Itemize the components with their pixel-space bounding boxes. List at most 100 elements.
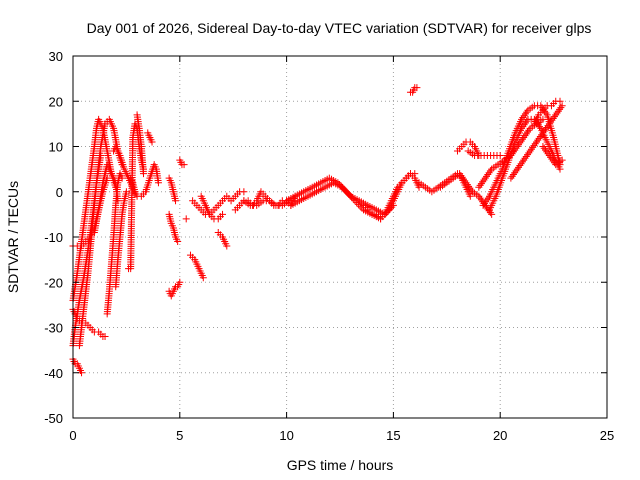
data-point (529, 143, 537, 151)
data-point (513, 165, 521, 173)
data-point (545, 120, 553, 128)
data-point (543, 123, 551, 131)
x-axis-label: GPS time / hours (287, 457, 394, 473)
data-point (524, 151, 532, 159)
data-point (538, 131, 546, 139)
data-point (462, 179, 470, 187)
axis-ticks: 0 5 10 15 20 25 -50 -40 -30 -20 -10 0 10 20 30 (44, 49, 614, 443)
data-point (176, 278, 184, 286)
data-point (482, 198, 490, 206)
series-track-ad (381, 170, 423, 218)
data-point (459, 175, 467, 183)
series-track-r (165, 278, 184, 300)
y-tick-label: -20 (44, 275, 63, 290)
data-point (461, 177, 469, 185)
data-point (550, 113, 558, 121)
data-point (154, 179, 162, 187)
data-point (508, 172, 516, 180)
data-point (507, 174, 515, 182)
data-point (118, 174, 126, 182)
data-point (240, 188, 248, 196)
data-point (518, 115, 526, 123)
data-point (223, 242, 231, 250)
series-track-i (90, 161, 120, 236)
data-point (199, 274, 207, 282)
series-track-n (137, 161, 162, 200)
data-point (512, 167, 520, 175)
data-point (552, 111, 560, 119)
y-tick-label: 0 (56, 185, 63, 200)
data-marks (69, 84, 566, 377)
data-point (556, 97, 564, 105)
data-point (182, 215, 190, 223)
data-point (537, 102, 545, 110)
data-point (525, 149, 533, 157)
y-tick-label: 30 (49, 49, 63, 64)
data-point (483, 196, 491, 204)
series-track-ae (406, 84, 421, 96)
data-point (521, 154, 529, 162)
data-point (526, 147, 534, 155)
data-point (547, 118, 555, 126)
data-point (219, 210, 227, 218)
data-point (558, 156, 566, 164)
series-track-s (176, 156, 188, 169)
data-point (553, 109, 561, 117)
data-point (524, 128, 532, 136)
data-point (557, 104, 565, 112)
series-track-t (182, 215, 190, 223)
data-point (520, 156, 528, 164)
series-track-h (112, 188, 130, 291)
data-point (548, 116, 556, 124)
data-point (525, 126, 533, 134)
data-point (536, 133, 544, 141)
data-point (520, 133, 528, 141)
data-point (523, 117, 531, 125)
data-point (523, 108, 531, 116)
data-point (97, 152, 105, 160)
series-track-w (197, 192, 227, 223)
data-point (521, 110, 529, 118)
data-point (539, 143, 547, 150)
data-point (545, 152, 553, 160)
data-point (531, 140, 539, 148)
series-track-ab (287, 179, 397, 218)
data-point (485, 169, 493, 177)
data-point (539, 129, 547, 137)
series-track-o (144, 129, 156, 146)
y-tick-label: -50 (44, 411, 63, 426)
x-tick-label: 5 (176, 428, 183, 443)
x-tick-label: 20 (493, 428, 507, 443)
data-point (518, 135, 526, 143)
data-point (540, 144, 548, 152)
data-point (530, 142, 538, 150)
data-point (540, 127, 548, 135)
data-point (479, 201, 487, 209)
series-track-v (189, 188, 248, 218)
data-point (342, 187, 350, 195)
data-point (536, 123, 544, 131)
data-point (556, 165, 564, 173)
data-point (517, 137, 525, 145)
data-point (338, 183, 346, 191)
series-track-d (69, 355, 86, 377)
data-point (343, 189, 351, 197)
data-point (458, 173, 466, 181)
data-point (480, 176, 488, 184)
data-point (519, 114, 527, 122)
data-point (467, 186, 475, 194)
data-point (465, 182, 473, 190)
data-point (456, 170, 464, 178)
data-point (522, 130, 530, 138)
series-track-ao (539, 143, 566, 169)
data-point (481, 174, 489, 182)
series-track-l (127, 174, 139, 196)
data-point (517, 160, 525, 168)
data-point (180, 161, 188, 169)
data-point (457, 171, 465, 179)
y-axis-label: SDTVAR / TECUs (5, 181, 21, 293)
y-tick-label: -30 (44, 321, 63, 336)
y-tick-label: 10 (49, 140, 63, 155)
data-point (535, 134, 543, 142)
